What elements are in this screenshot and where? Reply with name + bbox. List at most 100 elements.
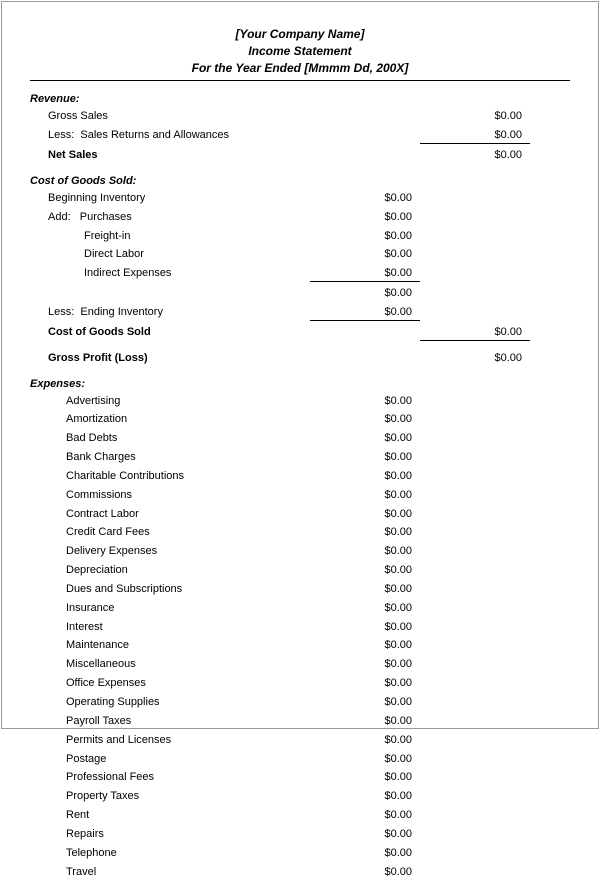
statement-row: Beginning Inventory$0.00 [30, 187, 570, 206]
row-label: Office Expenses [30, 676, 310, 691]
amount-col-a: $0.00 [310, 191, 420, 206]
amount-col-b [420, 710, 530, 724]
amount-col-b [420, 465, 530, 479]
row-label: Repairs [30, 827, 310, 842]
statement-row: Rent$0.00 [30, 804, 570, 823]
document-header: [Your Company Name] Income Statement For… [30, 26, 570, 81]
amount-col-b [420, 521, 530, 535]
row-label: Insurance [30, 601, 310, 616]
statement-row: Less: Sales Returns and Allowances$0.00 [30, 124, 570, 144]
amount-col-a: $0.00 [310, 827, 420, 842]
row-label: Commissions [30, 488, 310, 503]
statement-row: Credit Card Fees$0.00 [30, 521, 570, 540]
row-label [30, 282, 310, 296]
statement-row: Amortization$0.00 [30, 408, 570, 427]
statement-row: Property Taxes$0.00 [30, 785, 570, 804]
amount-col-b [420, 634, 530, 648]
statement-row: Telephone$0.00 [30, 842, 570, 861]
amount-col-b [420, 243, 530, 257]
amount-col-a: $0.00 [310, 846, 420, 861]
amount-col-a: $0.00 [310, 229, 420, 244]
statement-row: Cost of Goods Sold$0.00 [30, 321, 570, 341]
company-name: [Your Company Name] [30, 26, 570, 43]
amount-col-a: $0.00 [310, 305, 420, 321]
row-label: Travel [30, 865, 310, 879]
statement-row: Insurance$0.00 [30, 597, 570, 616]
amount-col-b [420, 785, 530, 799]
amount-col-a: $0.00 [310, 657, 420, 672]
row-label: Amortization [30, 412, 310, 427]
amount-col-b [420, 597, 530, 611]
amount-col-a: $0.00 [310, 601, 420, 616]
amount-col-b [420, 729, 530, 743]
row-label: Postage [30, 752, 310, 767]
row-label: Dues and Subscriptions [30, 582, 310, 597]
amount-col-b [420, 823, 530, 837]
amount-col-b [420, 503, 530, 517]
statement-row: Net Sales $0.00 [30, 144, 570, 163]
row-label: Permits and Licenses [30, 733, 310, 748]
amount-col-b [420, 446, 530, 460]
amount-col-a: $0.00 [310, 808, 420, 823]
statement-row: Maintenance$0.00 [30, 634, 570, 653]
amount-col-b [420, 187, 530, 201]
statement-row: Professional Fees$0.00 [30, 766, 570, 785]
statement-row: Dues and Subscriptions$0.00 [30, 578, 570, 597]
amount-col-a: $0.00 [310, 770, 420, 785]
amount-col-a: $0.00 [310, 714, 420, 729]
amount-col-b [420, 408, 530, 422]
row-label: Gross Sales [30, 109, 310, 124]
amount-col-b: $0.00 [420, 148, 530, 163]
spacer [30, 366, 570, 372]
amount-col-a: $0.00 [310, 507, 420, 522]
amount-col-a: $0.00 [310, 266, 420, 282]
row-label: Operating Supplies [30, 695, 310, 710]
amount-col-b: $0.00 [420, 109, 530, 124]
statement-row: Repairs$0.00 [30, 823, 570, 842]
statement-row: Depreciation$0.00 [30, 559, 570, 578]
amount-col-a: $0.00 [310, 412, 420, 427]
row-label: Net Sales [30, 148, 310, 163]
amount-col-a: $0.00 [310, 865, 420, 879]
amount-col-b [420, 672, 530, 686]
statement-row: Direct Labor$0.00 [30, 243, 570, 262]
amount-col-a: $0.00 [310, 488, 420, 503]
statement-row: Add: Purchases$0.00 [30, 206, 570, 225]
row-label: Indirect Expenses [30, 266, 310, 281]
amount-col-a: $0.00 [310, 638, 420, 653]
row-label: Charitable Contributions [30, 469, 310, 484]
amount-col-b: $0.00 [420, 128, 530, 144]
row-label: Bad Debts [30, 431, 310, 446]
row-label: Add: Purchases [30, 210, 310, 225]
spacer [30, 163, 570, 169]
amount-col-b [420, 282, 530, 296]
row-label: Interest [30, 620, 310, 635]
amount-col-a: $0.00 [310, 563, 420, 578]
amount-col-b [420, 653, 530, 667]
statement-row: Commissions$0.00 [30, 484, 570, 503]
row-label: Cost of Goods Sold [30, 325, 310, 340]
statement-row: Office Expenses$0.00 [30, 672, 570, 691]
amount-col-b [420, 206, 530, 220]
amount-col-b [420, 559, 530, 573]
row-label: Payroll Taxes [30, 714, 310, 729]
row-label: Beginning Inventory [30, 191, 310, 206]
row-label: Credit Card Fees [30, 525, 310, 540]
amount-col-b [420, 861, 530, 875]
row-label: Direct Labor [30, 247, 310, 262]
row-label: Less: Ending Inventory [30, 305, 310, 320]
statement-row: Less: Ending Inventory$0.00 [30, 301, 570, 321]
row-label: Contract Labor [30, 507, 310, 522]
amount-col-a [310, 347, 420, 361]
statement-row: Permits and Licenses$0.00 [30, 729, 570, 748]
statement-body: Revenue:Gross Sales$0.00Less: Sales Retu… [30, 93, 570, 879]
amount-col-a: $0.00 [310, 544, 420, 559]
statement-row: Payroll Taxes$0.00 [30, 710, 570, 729]
statement-row: Operating Supplies$0.00 [30, 691, 570, 710]
period-line: For the Year Ended [Mmmm Dd, 200X] [30, 60, 570, 77]
amount-col-b [420, 842, 530, 856]
statement-row: Delivery Expenses$0.00 [30, 540, 570, 559]
statement-row: $0.00 [30, 282, 570, 301]
row-label: Miscellaneous [30, 657, 310, 672]
row-label: Property Taxes [30, 789, 310, 804]
